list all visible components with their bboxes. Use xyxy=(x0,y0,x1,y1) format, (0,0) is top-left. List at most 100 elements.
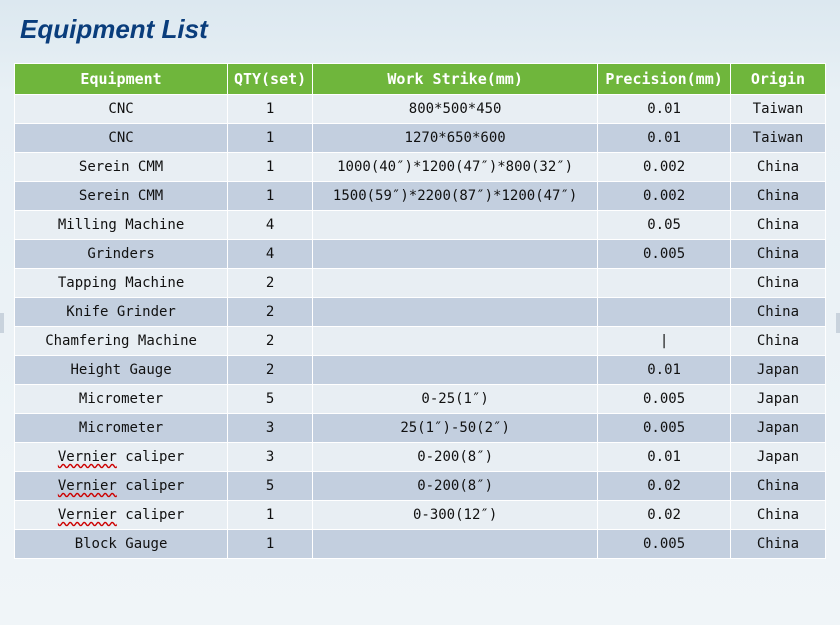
cell-equipment: Vernier caliper xyxy=(15,472,227,500)
cell-workstrike: 1000(40″)*1200(47″)*800(32″) xyxy=(313,153,597,181)
cell-workstrike xyxy=(313,211,597,239)
cell-qty: 1 xyxy=(228,95,312,123)
cell-precision xyxy=(598,298,730,326)
cell-precision: 0.01 xyxy=(598,124,730,152)
cell-origin: China xyxy=(731,153,825,181)
cell-workstrike xyxy=(313,327,597,355)
table-row: Micrometer50-25(1″)0.005Japan xyxy=(15,385,825,413)
cell-equipment: Vernier caliper xyxy=(15,443,227,471)
cell-origin: Japan xyxy=(731,356,825,384)
cell-equipment: Vernier caliper xyxy=(15,501,227,529)
table-row: Vernier caliper50-200(8″)0.02China xyxy=(15,472,825,500)
cell-precision: 0.02 xyxy=(598,472,730,500)
table-row: Serein CMM11500(59″)*2200(87″)*1200(47″)… xyxy=(15,182,825,210)
cell-origin: China xyxy=(731,211,825,239)
cell-equipment: CNC xyxy=(15,124,227,152)
cell-qty: 5 xyxy=(228,385,312,413)
cell-qty: 3 xyxy=(228,414,312,442)
cell-workstrike: 25(1″)-50(2″) xyxy=(313,414,597,442)
cell-qty: 4 xyxy=(228,240,312,268)
cell-qty: 1 xyxy=(228,501,312,529)
cell-origin: Japan xyxy=(731,414,825,442)
cell-qty: 2 xyxy=(228,269,312,297)
cell-equipment: Micrometer xyxy=(15,385,227,413)
cell-origin: China xyxy=(731,501,825,529)
cell-origin: China xyxy=(731,182,825,210)
col-header-equipment: Equipment xyxy=(15,64,227,94)
col-header-precision: Precision(mm) xyxy=(598,64,730,94)
cell-workstrike: 0-25(1″) xyxy=(313,385,597,413)
table-row: Micrometer325(1″)-50(2″)0.005Japan xyxy=(15,414,825,442)
table-row: Knife Grinder2China xyxy=(15,298,825,326)
cell-equipment: Milling Machine xyxy=(15,211,227,239)
table-row: Milling Machine4 0.05China xyxy=(15,211,825,239)
cell-origin: Japan xyxy=(731,443,825,471)
table-row: CNC11270*650*6000.01Taiwan xyxy=(15,124,825,152)
cell-equipment: Grinders xyxy=(15,240,227,268)
cell-workstrike xyxy=(313,298,597,326)
cell-origin: Taiwan xyxy=(731,124,825,152)
cell-precision: | xyxy=(598,327,730,355)
cell-precision: 0.02 xyxy=(598,501,730,529)
page-title: Equipment List xyxy=(0,0,840,45)
cell-origin: China xyxy=(731,269,825,297)
cell-origin: Japan xyxy=(731,385,825,413)
cell-qty: 2 xyxy=(228,327,312,355)
cell-origin: Taiwan xyxy=(731,95,825,123)
col-header-workstrike: Work Strike(mm) xyxy=(313,64,597,94)
cell-equipment: Block Gauge xyxy=(15,530,227,558)
left-scroll-mark xyxy=(0,313,4,333)
cell-qty: 2 xyxy=(228,298,312,326)
cell-qty: 4 xyxy=(228,211,312,239)
cell-workstrike: 0-200(8″) xyxy=(313,443,597,471)
cell-equipment: CNC xyxy=(15,95,227,123)
table-row: Grinders4 0.005China xyxy=(15,240,825,268)
cell-workstrike: 800*500*450 xyxy=(313,95,597,123)
cell-origin: China xyxy=(731,327,825,355)
table-row: CNC1800*500*4500.01Taiwan xyxy=(15,95,825,123)
table-row: Vernier caliper30-200(8″)0.01Japan xyxy=(15,443,825,471)
cell-precision: 0.002 xyxy=(598,153,730,181)
table-row: Chamfering Machine2 |China xyxy=(15,327,825,355)
cell-workstrike xyxy=(313,269,597,297)
cell-equipment: Knife Grinder xyxy=(15,298,227,326)
cell-precision: 0.005 xyxy=(598,240,730,268)
cell-qty: 3 xyxy=(228,443,312,471)
table-row: Serein CMM11000(40″)*1200(47″)*800(32″)0… xyxy=(15,153,825,181)
cell-workstrike xyxy=(313,530,597,558)
cell-precision: 0.05 xyxy=(598,211,730,239)
cell-qty: 1 xyxy=(228,124,312,152)
table-row: Height Gauge2 0.01Japan xyxy=(15,356,825,384)
cell-equipment: Serein CMM xyxy=(15,182,227,210)
cell-qty: 2 xyxy=(228,356,312,384)
cell-qty: 1 xyxy=(228,182,312,210)
equipment-table-container: Equipment QTY(set) Work Strike(mm) Preci… xyxy=(0,45,840,559)
cell-precision xyxy=(598,269,730,297)
cell-workstrike xyxy=(313,240,597,268)
cell-qty: 1 xyxy=(228,530,312,558)
cell-workstrike: 1500(59″)*2200(87″)*1200(47″) xyxy=(313,182,597,210)
right-scroll-mark xyxy=(836,313,840,333)
cell-qty: 1 xyxy=(228,153,312,181)
cell-precision: 0.005 xyxy=(598,385,730,413)
table-row: Tapping Machine2 China xyxy=(15,269,825,297)
cell-precision: 0.01 xyxy=(598,443,730,471)
cell-equipment: Chamfering Machine xyxy=(15,327,227,355)
cell-precision: 0.01 xyxy=(598,356,730,384)
cell-qty: 5 xyxy=(228,472,312,500)
cell-origin: China xyxy=(731,240,825,268)
cell-equipment: Height Gauge xyxy=(15,356,227,384)
cell-precision: 0.005 xyxy=(598,414,730,442)
cell-origin: China xyxy=(731,530,825,558)
col-header-qty: QTY(set) xyxy=(228,64,312,94)
cell-equipment: Tapping Machine xyxy=(15,269,227,297)
cell-precision: 0.01 xyxy=(598,95,730,123)
cell-equipment: Micrometer xyxy=(15,414,227,442)
cell-precision: 0.002 xyxy=(598,182,730,210)
cell-precision: 0.005 xyxy=(598,530,730,558)
table-row: Vernier caliper10-300(12″)0.02China xyxy=(15,501,825,529)
col-header-origin: Origin xyxy=(731,64,825,94)
cell-workstrike xyxy=(313,356,597,384)
equipment-table: Equipment QTY(set) Work Strike(mm) Preci… xyxy=(14,63,826,559)
cell-origin: China xyxy=(731,472,825,500)
